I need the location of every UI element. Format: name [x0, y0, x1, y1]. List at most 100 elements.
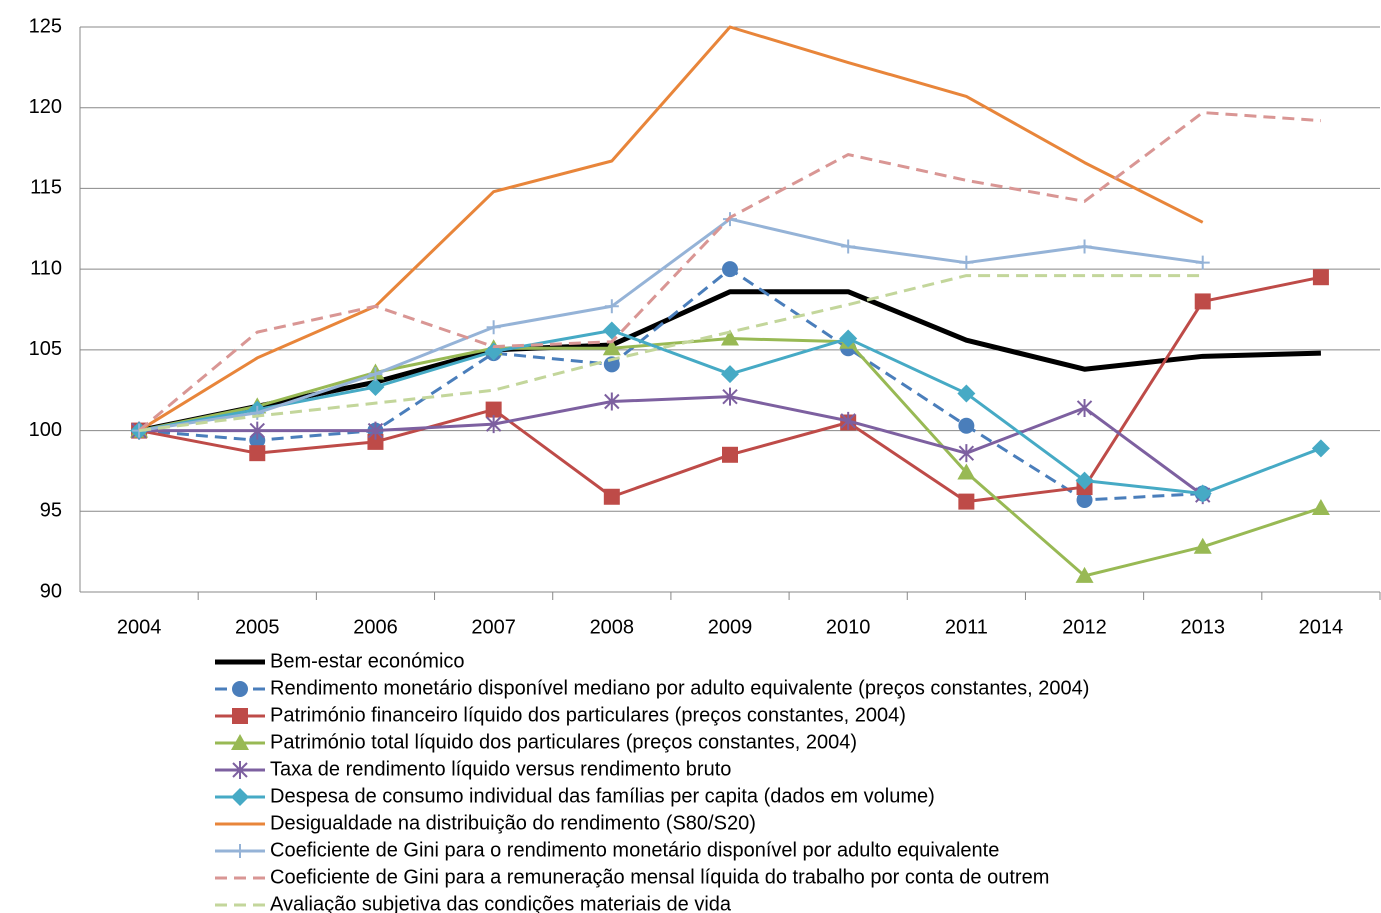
marker	[721, 329, 739, 346]
series	[138, 274, 1203, 433]
legend-entry: Taxa de rendimento líquido versus rendim…	[215, 758, 731, 780]
marker	[958, 493, 975, 510]
marker	[1311, 439, 1330, 458]
line	[138, 111, 1322, 432]
marker	[1076, 398, 1093, 417]
marker	[368, 367, 383, 382]
x-tick-label: 2013	[1180, 616, 1225, 638]
marker	[1311, 499, 1330, 516]
series	[138, 25, 1204, 432]
line	[138, 217, 1203, 433]
legend-entry: Rendimento monetário disponível mediano …	[215, 677, 1089, 699]
legend-label: Património total líquido dos particulare…	[270, 731, 857, 753]
marker	[603, 356, 620, 373]
x-tick-label: 2011	[945, 616, 988, 638]
marker	[232, 708, 248, 724]
marker	[840, 411, 856, 430]
legend-label: Taxa de rendimento líquido versus rendim…	[270, 758, 731, 780]
marker	[233, 844, 247, 858]
marker	[722, 446, 738, 463]
x-tick-label: 2006	[353, 616, 398, 638]
y-tick-label: 105	[29, 338, 62, 360]
marker	[957, 463, 976, 480]
legend-label: Coeficiente de Gini para o rendimento mo…	[270, 839, 999, 861]
marker	[722, 261, 738, 278]
legend-entry: Avaliação subjetiva das condições materi…	[215, 893, 732, 913]
marker	[604, 299, 619, 314]
marker	[1075, 471, 1094, 490]
line	[138, 274, 1203, 433]
marker	[231, 734, 249, 750]
x-tick-label: 2014	[1299, 616, 1344, 638]
y-tick-label: 120	[29, 96, 62, 118]
legend-label: Avaliação subjetiva das condições materi…	[270, 893, 732, 913]
marker	[1194, 293, 1211, 310]
y-tick-label: 90	[40, 580, 62, 602]
marker	[366, 377, 385, 396]
marker	[1193, 484, 1212, 503]
line	[138, 289, 1321, 434]
marker	[958, 417, 975, 434]
line	[138, 25, 1204, 432]
legend-entry: Coeficiente de Gini para o rendimento mo…	[215, 839, 999, 861]
marker	[959, 255, 974, 270]
marker	[604, 392, 620, 411]
legend-label: Coeficiente de Gini para a remuneração m…	[270, 866, 1049, 888]
marker	[232, 681, 248, 697]
marker	[958, 444, 975, 463]
line	[138, 267, 1203, 502]
y-tick-label: 125	[29, 15, 62, 37]
marker	[1312, 269, 1329, 286]
series	[131, 387, 1211, 505]
marker	[1195, 255, 1210, 270]
x-tick-label: 2008	[590, 616, 635, 638]
x-tick-label: 2005	[235, 616, 280, 638]
marker	[367, 433, 384, 450]
legend-label: Património financeiro líquido dos partic…	[270, 704, 906, 726]
series	[132, 212, 1210, 438]
marker	[1076, 491, 1093, 508]
legend-entry: Desigualdade na distribuição do rendimen…	[215, 812, 756, 834]
marker	[486, 320, 501, 335]
legend-entry: Despesa de consumo individual das famíli…	[215, 785, 935, 807]
legend-entry: Património total líquido dos particulare…	[215, 731, 857, 753]
y-tick-label: 110	[30, 257, 62, 279]
line	[139, 395, 1204, 497]
marker	[841, 239, 856, 254]
marker	[603, 488, 620, 505]
marker	[232, 761, 248, 779]
legend-label: Rendimento monetário disponível mediano …	[270, 677, 1089, 699]
marker	[1075, 566, 1094, 583]
x-tick-label: 2004	[117, 616, 162, 638]
marker	[957, 384, 976, 403]
x-tick-label: 2010	[826, 616, 871, 638]
marker	[721, 365, 739, 384]
x-tick-label: 2007	[471, 616, 516, 638]
marker	[1077, 239, 1092, 254]
y-tick-label: 95	[40, 500, 62, 522]
y-tick-label: 100	[29, 419, 62, 441]
series	[138, 289, 1321, 434]
legend-label: Despesa de consumo individual das famíli…	[270, 785, 935, 807]
legend-entry: Coeficiente de Gini para a remuneração m…	[215, 866, 1049, 888]
legend-label: Desigualdade na distribuição do rendimen…	[270, 812, 756, 834]
marker	[722, 387, 738, 406]
marker	[485, 415, 502, 434]
legend-entry: Património financeiro líquido dos partic…	[215, 704, 906, 726]
series	[138, 111, 1322, 432]
line	[138, 328, 1322, 496]
marker	[231, 788, 249, 806]
y-tick-label: 115	[30, 177, 62, 199]
marker	[602, 339, 621, 356]
marker	[249, 421, 265, 440]
x-tick-label: 2012	[1062, 616, 1107, 638]
marker	[602, 321, 621, 340]
series	[131, 261, 1211, 508]
legend-label: Bem-estar económico	[270, 650, 465, 672]
marker	[839, 329, 858, 348]
marker	[249, 445, 266, 462]
marker	[367, 421, 384, 440]
marker	[485, 401, 502, 418]
x-tick-label: 2009	[708, 616, 753, 638]
